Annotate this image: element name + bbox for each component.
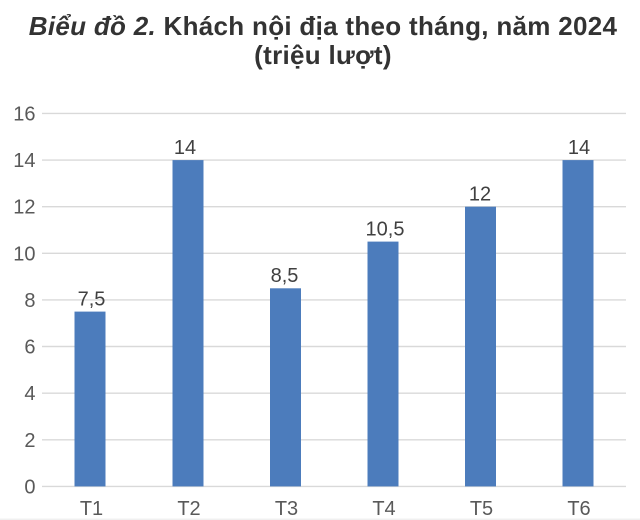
svg-text:16: 16 (13, 104, 35, 126)
svg-text:10: 10 (13, 243, 35, 265)
svg-text:T1: T1 (80, 498, 103, 520)
svg-text:T4: T4 (372, 498, 395, 520)
svg-text:12: 12 (13, 197, 35, 219)
svg-text:2: 2 (24, 430, 35, 452)
svg-text:T2: T2 (177, 498, 200, 520)
svg-text:14: 14 (13, 150, 35, 172)
svg-text:14: 14 (568, 137, 590, 159)
svg-text:12: 12 (469, 184, 491, 206)
svg-text:14: 14 (174, 137, 196, 159)
svg-text:0: 0 (24, 477, 35, 499)
svg-text:T3: T3 (275, 498, 298, 520)
svg-text:8: 8 (24, 290, 35, 312)
svg-text:4: 4 (24, 383, 35, 405)
svg-text:T5: T5 (470, 498, 493, 520)
svg-text:8,5: 8,5 (271, 265, 299, 287)
svg-text:T6: T6 (567, 498, 590, 520)
svg-text:6: 6 (24, 337, 35, 359)
svg-text:7,5: 7,5 (78, 289, 106, 311)
svg-text:10,5: 10,5 (366, 218, 405, 240)
